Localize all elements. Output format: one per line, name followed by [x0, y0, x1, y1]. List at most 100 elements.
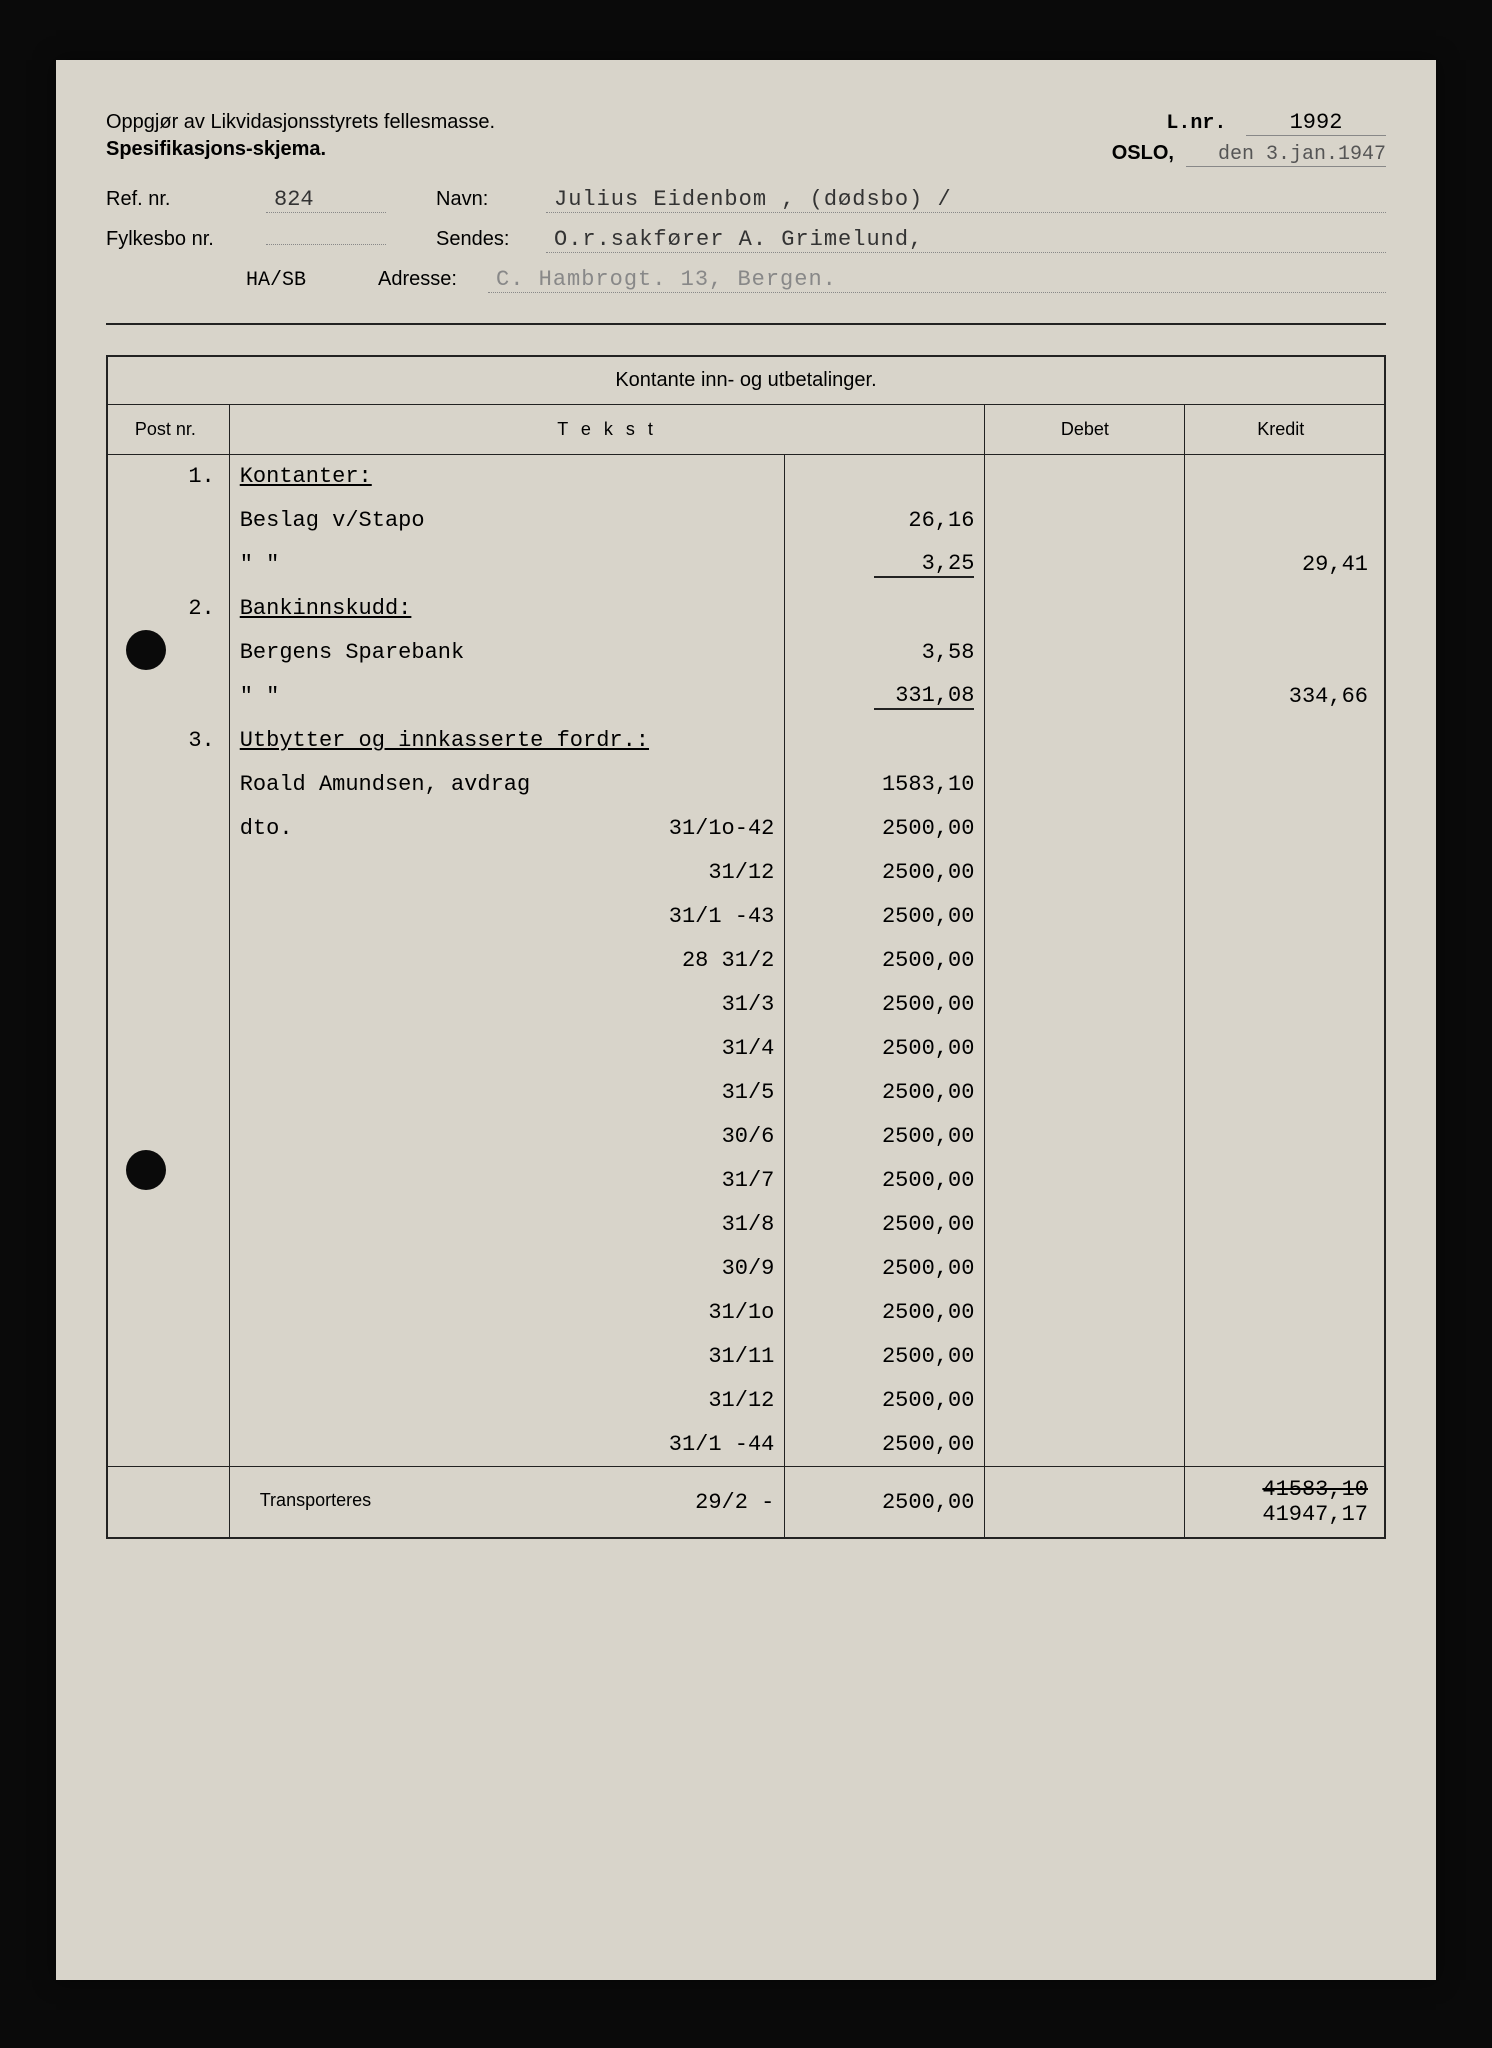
cell-post [107, 1291, 229, 1335]
cell-debet [985, 1247, 1185, 1291]
cell-debet [985, 1115, 1185, 1159]
cell-text: " " [229, 675, 785, 719]
cell-subamount: 331,08 [785, 675, 985, 719]
cell-post: 2. [107, 587, 229, 631]
cell-debet [985, 983, 1185, 1027]
table-row: 31/82500,00 [107, 1203, 1385, 1247]
col-header-debet: Debet [985, 405, 1185, 455]
table-row: 31/42500,00 [107, 1027, 1385, 1071]
cell-kredit [1185, 939, 1385, 983]
cell-kredit [1185, 719, 1385, 763]
city-label: OSLO, [1112, 142, 1174, 164]
cell-kredit: 334,66 [1185, 675, 1385, 719]
cell-kredit [1185, 1335, 1385, 1379]
cell-kredit: 29,41 [1185, 543, 1385, 587]
cell-text: 31/1 -44 [229, 1423, 785, 1467]
cell-post [107, 983, 229, 1027]
cell-post [107, 499, 229, 543]
punch-hole [126, 630, 166, 670]
col-header-post: Post nr. [107, 405, 229, 455]
cell-text: 31/12 [229, 1379, 785, 1423]
cell-debet [985, 939, 1185, 983]
cell-subamount: 2500,00 [785, 1071, 985, 1115]
cell-debet [985, 631, 1185, 675]
cell-text: 28 31/2 [229, 939, 785, 983]
cell-kredit [1185, 1115, 1385, 1159]
cell-text: dto.31/1o-42 [229, 807, 785, 851]
cell-subamount: 2500,00 [785, 1203, 985, 1247]
cell-kredit [1185, 1247, 1385, 1291]
cell-post [107, 763, 229, 807]
cell-subamount: 2500,00 [785, 1159, 985, 1203]
cell-debet [985, 1335, 1185, 1379]
cell-debet [985, 675, 1185, 719]
cell-kredit [1185, 1071, 1385, 1115]
table-row: 1.Kontanter: [107, 455, 1385, 499]
table-row: 31/1o2500,00 [107, 1291, 1385, 1335]
navn-label: Navn: [436, 188, 546, 211]
cell-kredit [1185, 499, 1385, 543]
cell-post [107, 939, 229, 983]
table-row: Bergens Sparebank3,58 [107, 631, 1385, 675]
cell-subamount: 2500,00 [785, 1115, 985, 1159]
table-row: 31/1 -432500,00 [107, 895, 1385, 939]
table-row: 31/52500,00 [107, 1071, 1385, 1115]
fylkesbo-value [266, 244, 386, 245]
cell-text: 31/1o [229, 1291, 785, 1335]
table-row: 31/122500,00 [107, 1379, 1385, 1423]
cell-debet [985, 499, 1185, 543]
header-title-2: Spesifikasjons-skjema. [106, 138, 1106, 161]
cell-kredit [1185, 1027, 1385, 1071]
table-row: " "3,25 29,41 [107, 543, 1385, 587]
cell-post [107, 1115, 229, 1159]
cell-post [107, 1423, 229, 1467]
cell-text: 31/5 [229, 1071, 785, 1115]
cell-kredit [1185, 1423, 1385, 1467]
cell-post [107, 1071, 229, 1115]
initials: HA/SB [246, 269, 306, 292]
cell-post [107, 1203, 229, 1247]
sendes-label: Sendes: [436, 228, 546, 251]
cell-text: Bankinnskudd: [229, 587, 785, 631]
cell-text: 31/1 -43 [229, 895, 785, 939]
table-row: " "331,08 334,66 [107, 675, 1385, 719]
document-page: Oppgjør av Likvidasjonsstyrets fellesmas… [56, 60, 1436, 1980]
table-row: 31/122500,00 [107, 851, 1385, 895]
cell-debet [985, 543, 1185, 587]
ref-value: 824 [266, 187, 386, 213]
cell-subamount: 2500,00 [785, 851, 985, 895]
cell-debet [985, 1423, 1185, 1467]
cell-text: Kontanter: [229, 455, 785, 499]
cell-kredit [1185, 1203, 1385, 1247]
cell-text: " " [229, 543, 785, 587]
cell-debet [985, 1027, 1185, 1071]
table-row: Roald Amundsen, avdrag1583,10 [107, 763, 1385, 807]
cell-post [107, 851, 229, 895]
cell-kredit [1185, 631, 1385, 675]
cell-subamount: 3,58 [785, 631, 985, 675]
table-title: Kontante inn- og utbetalinger. [107, 356, 1385, 405]
cell-subamount: 3,25 [785, 543, 985, 587]
fylkesbo-label: Fylkesbo nr. [106, 228, 266, 251]
date-value: den 3.jan.1947 [1186, 143, 1386, 167]
cell-subamount [785, 587, 985, 631]
header-title-1: Oppgjør av Likvidasjonsstyrets fellesmas… [106, 111, 1106, 134]
cell-debet [985, 1379, 1185, 1423]
cell-text: Bergens Sparebank [229, 631, 785, 675]
cell-text: Roald Amundsen, avdrag [229, 763, 785, 807]
cell-debet [985, 763, 1185, 807]
transport-row: Transporteres 29/2 - 2500,00 41583,10 41… [107, 1467, 1385, 1539]
cell-subamount: 2500,00 [785, 1423, 985, 1467]
cell-post: 1. [107, 455, 229, 499]
cell-text: 31/3 [229, 983, 785, 1027]
cell-debet [985, 1159, 1185, 1203]
cell-kredit [1185, 1159, 1385, 1203]
header-section: Oppgjør av Likvidasjonsstyrets fellesmas… [106, 110, 1386, 293]
cell-subamount: 2500,00 [785, 807, 985, 851]
cell-text: 31/8 [229, 1203, 785, 1247]
cell-text: 31/11 [229, 1335, 785, 1379]
cell-subamount: 2500,00 [785, 1247, 985, 1291]
cell-text: 30/9 [229, 1247, 785, 1291]
punch-hole [126, 1150, 166, 1190]
cell-subamount: 2500,00 [785, 983, 985, 1027]
